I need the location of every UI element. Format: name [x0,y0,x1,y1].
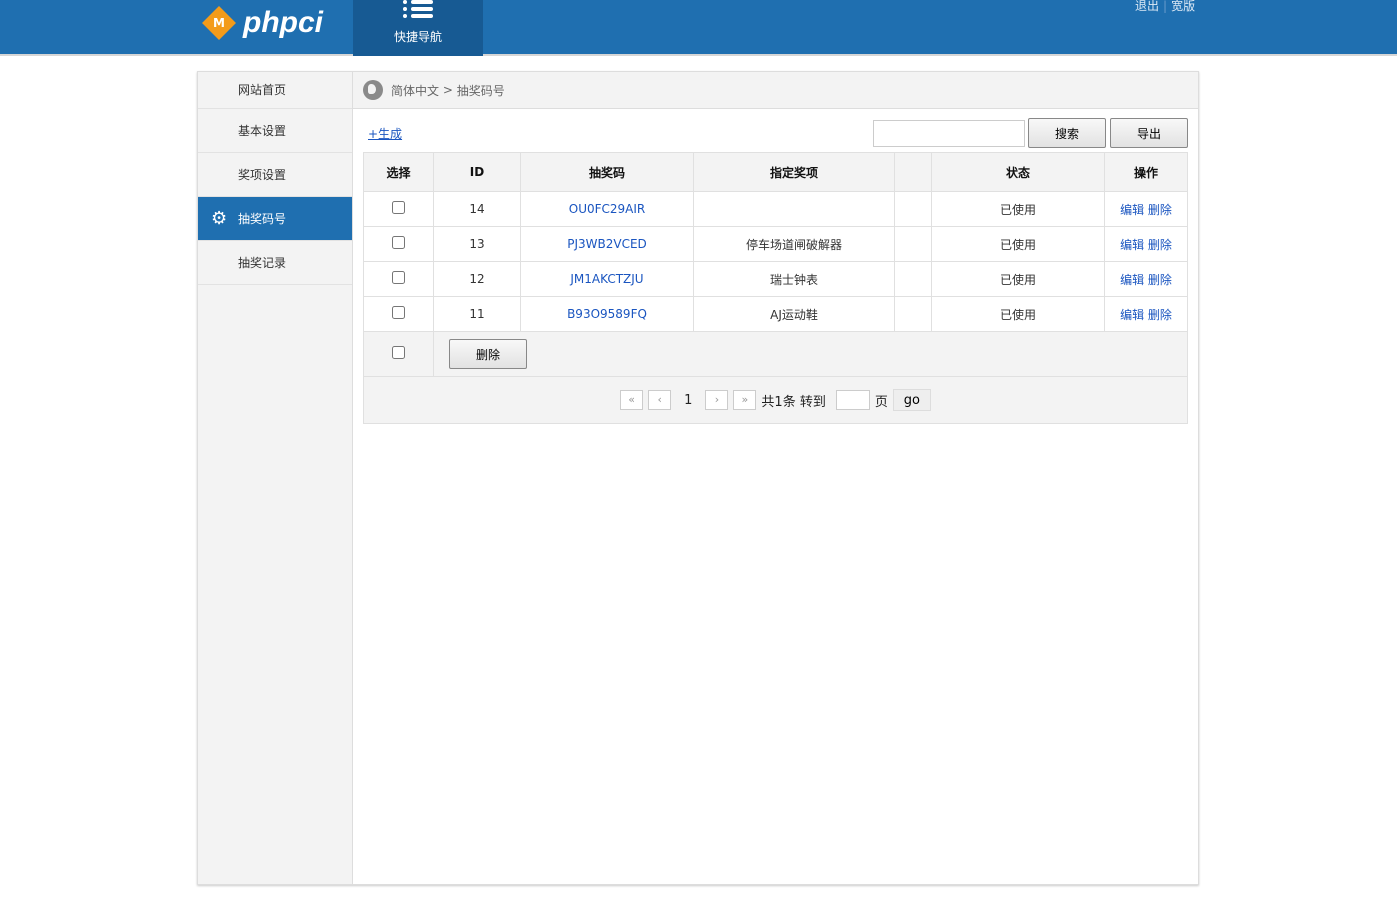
content-frame: 网站首页 基本设置 奖项设置 ⚙ 抽奖码号 抽奖记录 简体中文 > 抽奖码号 +生… [197,71,1199,885]
row-blank [894,226,932,262]
sidebar: 网站首页 基本设置 奖项设置 ⚙ 抽奖码号 抽奖记录 [198,72,353,884]
breadcrumb: 简体中文 > 抽奖码号 [353,72,1198,109]
wide-link[interactable]: 宽版 [1171,0,1196,13]
select-all-checkbox[interactable] [392,346,405,359]
row-checkbox[interactable] [392,271,405,284]
generate-link[interactable]: +生成 [368,127,403,141]
toolbar: +生成 搜索 导出 [363,118,1188,148]
row-prize: AJ运动鞋 [693,296,895,332]
divider: | [1163,0,1168,13]
quick-nav-label: 快捷导航 [393,30,442,44]
breadcrumb-root[interactable]: 简体中文 [391,83,440,98]
go-button[interactable]: go [892,389,931,411]
sidebar-item-label: 基本设置 [238,124,287,138]
row-id: 11 [433,296,521,332]
row-blank [894,261,932,297]
col-blank [894,152,932,192]
page-unit: 页 [874,394,888,410]
top-bar: M phpci 快捷导航 退出 | 宽版 [0,0,1397,56]
logout-link[interactable]: 退出 [1135,0,1160,13]
codes-table: 选择 ID 抽奖码 指定奖项 状态 操作 14 OU0FC29AIR 已使用 编… [363,152,1188,424]
total-label: 共1条 转到 [761,394,826,410]
logo-icon: M [202,6,236,40]
first-page-button[interactable]: « [620,390,644,410]
main: 简体中文 > 抽奖码号 +生成 搜索 导出 选择 ID 抽奖码 指定奖项 状态 … [353,72,1198,884]
col-select: 选择 [363,152,434,192]
table-row: 11 B93O9589FQ AJ运动鞋 已使用 编辑 删除 [363,296,1188,332]
row-code-link[interactable]: OU0FC29AIR [568,202,646,216]
edit-link[interactable]: 编辑 [1120,237,1145,252]
sidebar-item-basic-settings[interactable]: 基本设置 [198,109,352,153]
row-id: 14 [433,191,521,227]
col-code: 抽奖码 [520,152,694,192]
sidebar-item-home[interactable]: 网站首页 [198,72,352,109]
col-actions: 操作 [1104,152,1188,192]
logo-text: phpci [243,6,323,39]
row-code-link[interactable]: PJ3WB2VCED [567,237,647,251]
row-status: 已使用 [931,191,1105,227]
search-input[interactable] [873,120,1025,147]
pagination: « ‹ 1 › » 共1条 转到 页 go [620,389,931,411]
row-status: 已使用 [931,296,1105,332]
row-checkbox[interactable] [392,236,405,249]
col-id: ID [433,152,521,192]
table-row: 13 PJ3WB2VCED 停车场道闸破解器 已使用 编辑 删除 [363,226,1188,262]
delete-link[interactable]: 删除 [1147,237,1172,252]
logo-badge: M [213,15,225,30]
gear-icon: ⚙ [211,208,228,229]
row-checkbox[interactable] [392,306,405,319]
bulk-delete-button[interactable]: 删除 [449,339,527,369]
current-page[interactable]: 1 [684,392,693,408]
delete-link[interactable]: 删除 [1147,272,1172,287]
sidebar-item-prize-settings[interactable]: 奖项设置 [198,153,352,197]
breadcrumb-current: 抽奖码号 [456,83,505,98]
row-checkbox[interactable] [392,201,405,214]
bulk-actions-row: 删除 [363,331,1188,377]
sidebar-item-label: 抽奖记录 [238,256,287,270]
logo[interactable]: M phpci [202,6,323,40]
row-id: 13 [433,226,521,262]
export-button[interactable]: 导出 [1110,118,1188,148]
row-prize [693,191,895,227]
sidebar-item-lottery-codes[interactable]: ⚙ 抽奖码号 [198,197,352,241]
delete-link[interactable]: 删除 [1147,307,1172,322]
quick-nav-button[interactable]: 快捷导航 [353,0,483,56]
table-row: 12 JM1AKCTZJU 瑞士钟表 已使用 编辑 删除 [363,261,1188,297]
goto-page-input[interactable] [835,390,870,410]
row-prize: 停车场道闸破解器 [693,226,895,262]
row-status: 已使用 [931,226,1105,262]
row-code-link[interactable]: B93O9589FQ [567,307,647,321]
pagination-row: « ‹ 1 › » 共1条 转到 页 go [363,376,1188,424]
col-prize: 指定奖项 [693,152,895,192]
delete-link[interactable]: 删除 [1147,202,1172,217]
edit-link[interactable]: 编辑 [1120,272,1145,287]
row-blank [894,191,932,227]
table-row: 14 OU0FC29AIR 已使用 编辑 删除 [363,191,1188,227]
row-code-link[interactable]: JM1AKCTZJU [570,272,644,286]
col-status: 状态 [931,152,1105,192]
prev-page-button[interactable]: ‹ [648,390,672,410]
breadcrumb-separator: > [442,83,453,97]
next-page-button[interactable]: › [705,390,729,410]
row-status: 已使用 [931,261,1105,297]
sidebar-item-label: 网站首页 [238,83,287,97]
globe-icon [363,80,383,100]
sidebar-item-label: 奖项设置 [238,168,287,182]
row-blank [894,296,932,332]
row-id: 12 [433,261,521,297]
edit-link[interactable]: 编辑 [1120,307,1145,322]
sidebar-item-lottery-records[interactable]: 抽奖记录 [198,241,352,285]
table-header: 选择 ID 抽奖码 指定奖项 状态 操作 [363,152,1188,192]
last-page-button[interactable]: » [733,390,757,410]
edit-link[interactable]: 编辑 [1120,202,1145,217]
list-icon [403,0,433,18]
search-button[interactable]: 搜索 [1028,118,1106,148]
sidebar-item-label: 抽奖码号 [238,212,287,226]
row-prize: 瑞士钟表 [693,261,895,297]
